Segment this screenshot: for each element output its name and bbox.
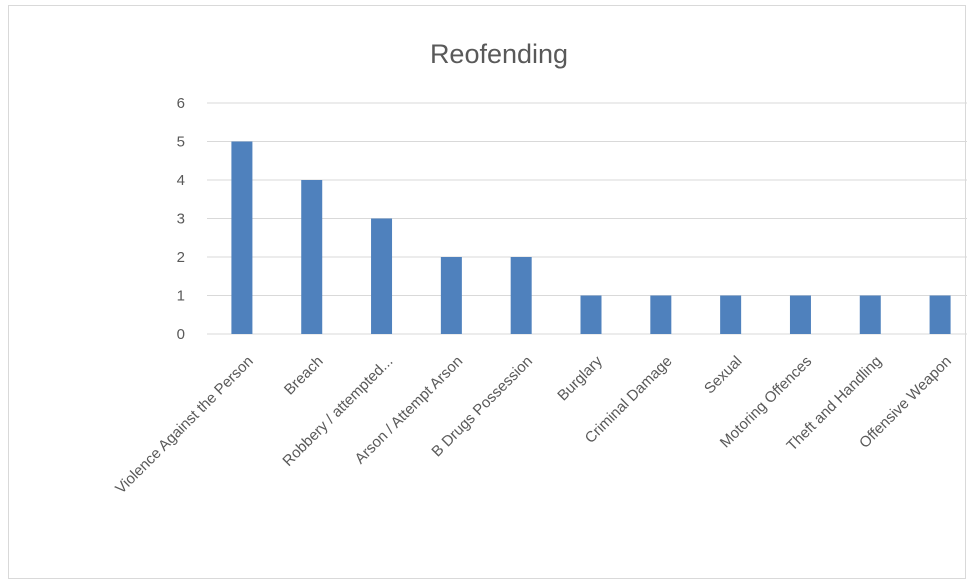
bar <box>231 141 253 334</box>
y-tick-label: 3 <box>177 211 185 228</box>
bar <box>929 295 951 334</box>
x-category-label: Breach <box>281 353 327 399</box>
chart-title: Reofending <box>430 39 568 69</box>
bar <box>650 295 672 334</box>
y-tick-label: 6 <box>177 95 185 112</box>
x-category-label: Sexual <box>701 353 745 397</box>
bar <box>720 295 742 334</box>
y-tick-label: 5 <box>177 134 185 151</box>
y-tick-label: 2 <box>177 249 185 266</box>
bar <box>301 180 323 334</box>
y-tick-label: 0 <box>177 326 185 343</box>
bar <box>440 257 462 334</box>
bar-chart: Reofending 0 1 2 3 4 5 6 Violence Against the … <box>112 39 967 497</box>
y-tick-label: 4 <box>177 172 185 189</box>
x-category-label: Burglary <box>554 352 606 404</box>
chart-container: Reofending 0 1 2 3 4 5 6 Violence Against the … <box>8 5 967 579</box>
y-axis-ticks: 0 1 2 3 4 5 6 <box>177 95 185 343</box>
bar <box>789 295 811 334</box>
gridlines <box>207 102 967 335</box>
bars <box>231 141 951 334</box>
bar <box>371 218 393 334</box>
x-axis-labels: Violence Against the Person BreachRobbery… <box>112 352 955 497</box>
x-category-label: Violence Against the Person <box>112 353 257 498</box>
y-tick-label: 1 <box>177 288 185 305</box>
bar <box>510 257 532 334</box>
bar <box>859 295 881 334</box>
bar <box>580 295 602 334</box>
